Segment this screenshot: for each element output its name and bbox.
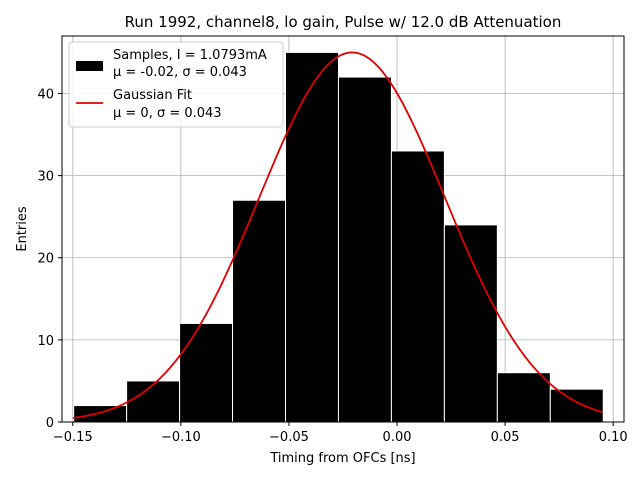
histogram-bar (443, 224, 498, 423)
histogram-bar (285, 51, 339, 423)
legend-samples-stats: μ = -0.02, σ = 0.043 (113, 65, 247, 80)
y-tick-label: 20 (37, 252, 54, 267)
legend-fit-label: Gaussian Fit (113, 88, 192, 103)
y-axis-ticks: 0 10 20 30 40 (37, 87, 62, 431)
histogram-bar (496, 372, 551, 423)
x-tick-label: 0.05 (491, 430, 520, 445)
histogram-bar (549, 388, 604, 423)
y-axis-label: Entries (15, 206, 30, 252)
x-tick-label: −0.10 (161, 430, 201, 445)
histogram-bars (73, 51, 604, 423)
x-axis-ticks: −0.15 −0.10 −0.05 0.00 0.05 0.10 (53, 422, 628, 445)
plot-frame (61, 35, 625, 423)
chart-title: Run 1992, channel8, lo gain, Pulse w/ 12… (125, 13, 562, 31)
gaussian-fit-layer (72, 51, 603, 419)
x-tick-label: 0.00 (383, 430, 412, 445)
x-axis-label: Timing from OFCs [ns] (269, 451, 415, 466)
legend-box (68, 41, 284, 128)
histogram-bar (337, 76, 392, 423)
gaussian-fit-curve (72, 51, 603, 419)
y-tick-label: 0 (46, 416, 54, 431)
y-tick-label: 10 (37, 334, 54, 349)
histogram-bar (390, 150, 445, 423)
x-tick-label: −0.15 (53, 430, 93, 445)
histogram-bar (126, 380, 181, 423)
histogram-bar (179, 322, 234, 423)
legend-fit-stats: μ = 0, σ = 0.043 (113, 106, 222, 121)
x-tick-label: −0.05 (269, 430, 309, 445)
x-tick-label: 0.10 (599, 430, 628, 445)
histogram-bar (232, 199, 287, 423)
legend-samples-label: Samples, I = 1.0793mA (113, 48, 267, 63)
y-tick-label: 40 (37, 87, 54, 102)
legend: Samples, I = 1.0793mA μ = -0.02, σ = 0.0… (68, 41, 284, 128)
y-tick-label: 30 (37, 170, 54, 185)
legend-samples-swatch (76, 61, 103, 71)
histogram-bar (73, 405, 128, 423)
